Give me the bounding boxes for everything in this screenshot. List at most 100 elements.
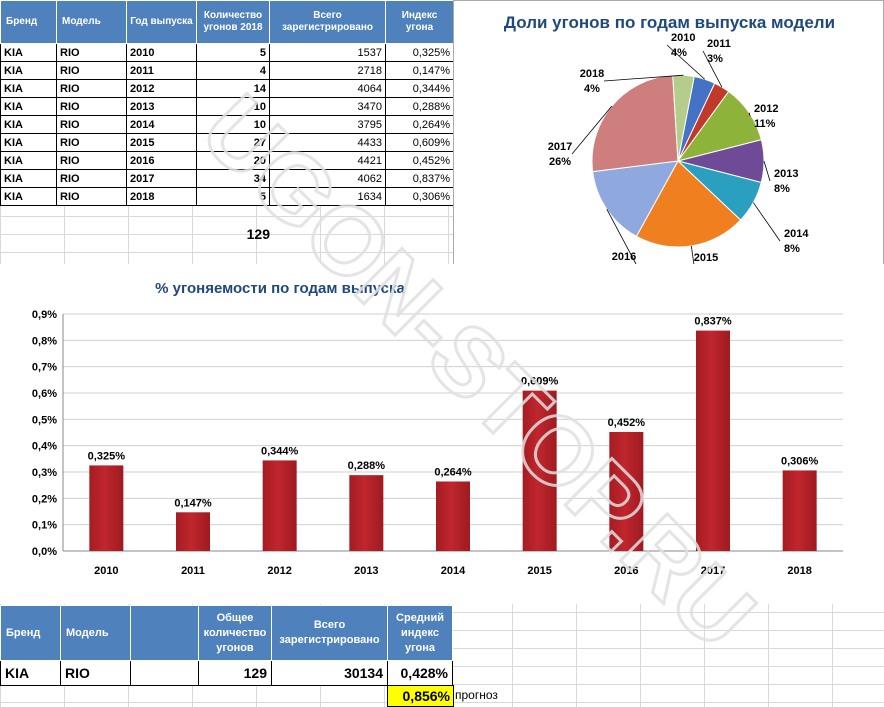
pie-leader-line — [603, 74, 684, 82]
pie-leader-line — [702, 50, 723, 88]
cell-thefts: 5 — [196, 43, 270, 62]
pie-label-percent: 3% — [707, 53, 723, 65]
header-brand: Бренд — [0, 0, 57, 44]
pie-label-year: 2010 — [671, 32, 695, 44]
pie-slice-2018 — [672, 74, 695, 162]
cell-year: 2015 — [126, 133, 197, 152]
cell-year: 2017 — [126, 169, 197, 188]
bar-2016 — [609, 431, 644, 551]
bar-value-label: 0,344% — [261, 445, 299, 457]
bar-chart: 0,0% 0,1% 0,2% 0,3% 0,4% 0,5% 0,6% 0,7% 0,8% 0,9%… — [32, 309, 843, 577]
summary-total-thefts: 129 — [198, 660, 272, 686]
summary-registered: 30134 — [271, 660, 388, 686]
pie-leader-line — [666, 44, 705, 80]
header-year: Год выпуска — [126, 0, 197, 44]
x-tick-label: 2011 — [181, 565, 205, 577]
pie-chart: 20104%20113%201211%20138%20148%201521%20… — [548, 32, 810, 279]
bar-value-label: 0,264% — [434, 466, 472, 478]
forecast-value: 0,856% — [387, 685, 454, 707]
y-tick-label: 0,3% — [32, 467, 57, 479]
pie-label-year: 2012 — [754, 103, 778, 115]
y-tick-label: 0,6% — [32, 388, 57, 400]
cell-brand: KIA — [0, 169, 57, 188]
x-tick-label: 2015 — [527, 565, 551, 577]
y-tick-label: 0,2% — [32, 493, 57, 505]
bar-2011 — [176, 512, 210, 551]
table-row: KIA RIO 2013 10 3470 0,288% — [0, 97, 454, 116]
cell-registered: 1537 — [269, 43, 386, 62]
cell-thefts: 10 — [196, 97, 270, 116]
pie-label-percent: 4% — [584, 83, 600, 95]
summary-header-brand: Бренд — [0, 605, 61, 661]
y-tick-label: 0,0% — [32, 546, 57, 558]
cell-year: 2014 — [126, 115, 197, 134]
cell-brand: KIA — [0, 79, 57, 98]
table-row: KIA RIO 2015 27 4433 0,609% — [0, 133, 454, 152]
bar-2013 — [349, 475, 384, 551]
pie-leader-line — [690, 245, 695, 266]
summary-row: KIA RIO 129 30134 0,428% — [0, 660, 453, 686]
bar-value-label: 0,609% — [521, 376, 559, 388]
x-tick-label: 2012 — [267, 565, 291, 577]
bar-2018 — [782, 470, 817, 551]
cell-registered: 4064 — [269, 79, 386, 98]
summary-avg-index: 0,428% — [387, 660, 453, 686]
x-tick-label: 2018 — [787, 565, 811, 577]
table-row: KIA RIO 2018 5 1634 0,306% — [0, 187, 454, 206]
cell-model: RIO — [56, 187, 127, 206]
y-tick-label: 0,1% — [32, 520, 57, 532]
cell-thefts: 10 — [196, 115, 270, 134]
bar-2017 — [696, 330, 730, 551]
x-tick-label: 2010 — [94, 565, 118, 577]
pie-slice-2017 — [591, 74, 679, 173]
y-tick-label: 0,7% — [32, 362, 57, 374]
bar-2012 — [262, 460, 297, 551]
summary-header-empty — [130, 605, 199, 661]
cell-registered: 1634 — [269, 187, 386, 206]
cell-year: 2018 — [126, 187, 197, 206]
cell-registered: 3795 — [269, 115, 386, 134]
bar-value-label: 0,147% — [174, 497, 212, 509]
cell-model: RIO — [56, 43, 127, 62]
bar-2015 — [522, 390, 557, 551]
header-index: Индекс угона — [385, 0, 454, 44]
pie-label-year: 2011 — [707, 38, 731, 50]
bar-value-label: 0,288% — [348, 460, 386, 472]
pie-chart-container: Доли угонов по годам выпуска модели 2010… — [453, 0, 884, 283]
cell-brand: KIA — [0, 61, 57, 80]
cell-brand: KIA — [0, 97, 57, 116]
pie-leader-line — [748, 112, 751, 117]
x-tick-label: 2017 — [701, 565, 725, 577]
y-tick-label: 0,5% — [32, 414, 57, 426]
summary-empty — [130, 660, 199, 686]
cell-year: 2013 — [126, 97, 197, 116]
cell-thefts: 27 — [196, 133, 270, 152]
cell-registered: 4421 — [269, 151, 386, 170]
cell-model: RIO — [56, 97, 127, 116]
cell-year: 2012 — [126, 79, 197, 98]
table-row: KIA RIO 2016 20 4421 0,452% — [0, 151, 454, 170]
cell-index: 0,325% — [385, 43, 454, 62]
pie-label-percent: 8% — [774, 183, 790, 195]
summary-header-total-thefts: Общее количество угонов — [198, 605, 272, 661]
bar-chart-title: % угоняемости по годам выпуска — [155, 280, 405, 297]
table-row: KIA RIO 2011 4 2718 0,147% — [0, 61, 454, 80]
pie-leader-line — [571, 105, 613, 155]
x-tick-label: 2013 — [354, 565, 378, 577]
pie-label-year: 2013 — [774, 168, 798, 180]
bar-value-label: 0,452% — [608, 417, 646, 429]
cell-index: 0,837% — [385, 169, 454, 188]
table-row: KIA RIO 2012 14 4064 0,344% — [0, 79, 454, 98]
cell-brand: KIA — [0, 151, 57, 170]
cell-index: 0,306% — [385, 187, 454, 206]
header-registered: Всего зарегистрировано — [269, 0, 386, 44]
cell-thefts: 4 — [196, 61, 270, 80]
summary-header-avg-index: Средний индекс угона — [387, 605, 453, 661]
cell-index: 0,147% — [385, 61, 454, 80]
pie-label-percent: 4% — [671, 47, 687, 59]
cell-index: 0,344% — [385, 79, 454, 98]
pie-slice-2016 — [592, 160, 679, 237]
cell-model: RIO — [56, 169, 127, 188]
theft-table: Бренд Модель Год выпуска Количество угон… — [0, 0, 454, 206]
pie-label-year: 2014 — [784, 228, 809, 240]
